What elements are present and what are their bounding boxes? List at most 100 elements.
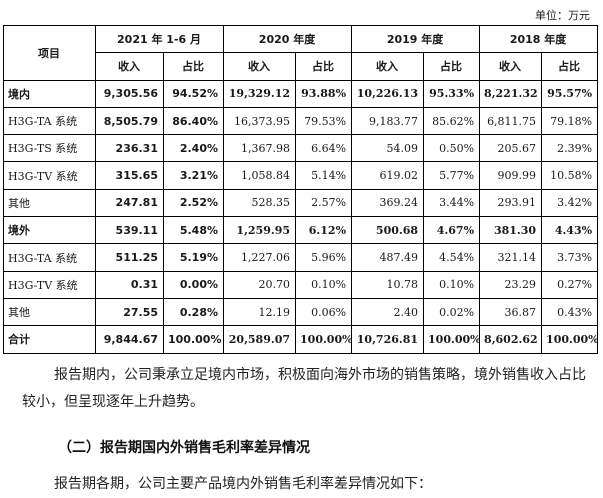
table-row: H3G-TS 系统 236.31 2.40% 1,367.98 6.64% 54.09 0.… bbox=[3, 134, 599, 163]
share-cell: 2.52% bbox=[162, 188, 225, 218]
sales-table: 项目 2021 年 1-6 月 2020 年度 2019 年度 2018 年度 … bbox=[3, 24, 599, 354]
header-row-periods: 项目 2021 年 1-6 月 2020 年度 2019 年度 2018 年度 bbox=[3, 24, 599, 81]
revenue-cell: 10.78 bbox=[351, 270, 425, 299]
revenue-cell: 500.68 bbox=[351, 216, 425, 245]
metric-header: 占比 bbox=[541, 52, 599, 81]
table-row: 其他 247.81 2.52% 528.35 2.57% 369.24 3.44% 293.9… bbox=[3, 188, 599, 218]
revenue-cell: 2.40 bbox=[351, 297, 425, 327]
revenue-cell: 9,844.67 bbox=[95, 325, 164, 354]
revenue-cell: 36.87 bbox=[479, 297, 543, 327]
share-cell: 4.43% bbox=[541, 216, 599, 245]
table-row: H3G-TA 系统 8,505.79 86.40% 16,373.95 79.53% 9,… bbox=[3, 106, 599, 136]
row-label: H3G-TA 系统 bbox=[3, 106, 96, 136]
revenue-cell: 6,811.75 bbox=[479, 106, 543, 136]
revenue-cell: 619.02 bbox=[351, 161, 425, 190]
share-cell: 5.96% bbox=[295, 243, 353, 272]
revenue-cell: 205.67 bbox=[479, 134, 543, 163]
metric-header: 收入 bbox=[351, 52, 425, 81]
revenue-cell: 54.09 bbox=[351, 134, 425, 163]
row-label: H3G-TS 系统 bbox=[3, 134, 96, 163]
share-cell: 2.39% bbox=[541, 134, 599, 163]
revenue-cell: 487.49 bbox=[351, 243, 425, 272]
revenue-cell: 10,726.81 bbox=[351, 325, 425, 354]
share-cell: 100.00% bbox=[423, 325, 481, 354]
revenue-cell: 247.81 bbox=[95, 188, 164, 218]
share-cell: 95.57% bbox=[541, 79, 599, 108]
metric-header: 占比 bbox=[162, 52, 225, 81]
share-cell: 5.19% bbox=[162, 243, 225, 272]
share-cell: 0.00% bbox=[162, 270, 225, 299]
share-cell: 0.50% bbox=[423, 134, 481, 163]
row-label: 境内 bbox=[3, 79, 96, 108]
table-row: H3G-TV 系统 315.65 3.21% 1,058.84 5.14% 619.02 5… bbox=[3, 161, 599, 190]
share-cell: 0.10% bbox=[295, 270, 353, 299]
revenue-cell: 539.11 bbox=[95, 216, 164, 245]
period-header: 2018 年度 bbox=[479, 24, 599, 54]
table-row: 其他 27.55 0.28% 12.19 0.06% 2.40 0.02% 36.87 0.43… bbox=[3, 297, 599, 327]
revenue-cell: 19,329.12 bbox=[223, 79, 297, 108]
row-label: 境外 bbox=[3, 216, 96, 245]
revenue-cell: 315.65 bbox=[95, 161, 164, 190]
share-cell: 85.62% bbox=[423, 106, 481, 136]
row-label: H3G-TV 系统 bbox=[3, 270, 96, 299]
revenue-cell: 1,227.06 bbox=[223, 243, 297, 272]
share-cell: 5.48% bbox=[162, 216, 225, 245]
unit-label: 单位：万元 bbox=[535, 9, 590, 22]
share-cell: 6.64% bbox=[295, 134, 353, 163]
share-cell: 0.28% bbox=[162, 297, 225, 327]
share-cell: 3.42% bbox=[541, 188, 599, 218]
share-cell: 3.73% bbox=[541, 243, 599, 272]
revenue-cell: 511.25 bbox=[95, 243, 164, 272]
share-cell: 10.58% bbox=[541, 161, 599, 190]
share-cell: 4.67% bbox=[423, 216, 481, 245]
section-heading: （二）报告期国内外销售毛利率差异情况 bbox=[58, 440, 310, 456]
share-cell: 0.43% bbox=[541, 297, 599, 327]
share-cell: 0.06% bbox=[295, 297, 353, 327]
table-row: H3G-TV 系统 0.31 0.00% 20.70 0.10% 10.78 0.10% 23… bbox=[3, 270, 599, 299]
row-label: 其他 bbox=[3, 188, 96, 218]
period-header: 2021 年 1-6 月 bbox=[94, 24, 225, 54]
revenue-cell: 321.14 bbox=[479, 243, 543, 272]
revenue-cell: 9,305.56 bbox=[95, 79, 164, 108]
revenue-cell: 369.24 bbox=[351, 188, 425, 218]
row-label: 其他 bbox=[3, 297, 96, 327]
share-cell: 0.27% bbox=[541, 270, 599, 299]
revenue-cell: 236.31 bbox=[95, 134, 164, 163]
share-cell: 0.02% bbox=[423, 297, 481, 327]
share-cell: 2.57% bbox=[295, 188, 353, 218]
revenue-cell: 20,589.07 bbox=[223, 325, 297, 354]
revenue-cell: 528.35 bbox=[223, 188, 297, 218]
row-label: 合计 bbox=[3, 325, 96, 354]
metric-header: 收入 bbox=[95, 52, 164, 81]
revenue-cell: 0.31 bbox=[95, 270, 164, 299]
share-cell: 79.53% bbox=[295, 106, 353, 136]
revenue-cell: 8,221.32 bbox=[479, 79, 543, 108]
share-cell: 100.00% bbox=[162, 325, 225, 354]
table-body: 项目 2021 年 1-6 月 2020 年度 2019 年度 2018 年度 … bbox=[3, 24, 599, 354]
paragraph-overseas-strategy: 报告期内，公司秉承立足境内市场，积极面向海外市场的销售策略，境外销售收入占比较小… bbox=[22, 367, 586, 410]
revenue-cell: 12.19 bbox=[223, 297, 297, 327]
revenue-cell: 27.55 bbox=[95, 297, 164, 327]
table-row: 境内 9,305.56 94.52% 19,329.12 93.88% 10,226.13… bbox=[3, 79, 599, 108]
revenue-cell: 8,602.62 bbox=[479, 325, 543, 354]
revenue-cell: 909.99 bbox=[479, 161, 543, 190]
share-cell: 86.40% bbox=[162, 106, 225, 136]
revenue-cell: 20.70 bbox=[223, 270, 297, 299]
share-cell: 93.88% bbox=[295, 79, 353, 108]
share-cell: 3.44% bbox=[423, 188, 481, 218]
row-label: H3G-TA 系统 bbox=[3, 243, 96, 272]
revenue-cell: 293.91 bbox=[479, 188, 543, 218]
metric-header: 收入 bbox=[479, 52, 543, 81]
revenue-cell: 1,058.84 bbox=[223, 161, 297, 190]
share-cell: 0.10% bbox=[423, 270, 481, 299]
corner-header: 项目 bbox=[3, 25, 96, 81]
share-cell: 2.40% bbox=[162, 134, 225, 163]
revenue-cell: 381.30 bbox=[479, 216, 543, 245]
revenue-cell: 16,373.95 bbox=[223, 106, 297, 136]
share-cell: 3.21% bbox=[162, 161, 225, 190]
revenue-cell: 1,259.95 bbox=[223, 216, 297, 245]
share-cell: 6.12% bbox=[295, 216, 353, 245]
share-cell: 95.33% bbox=[423, 79, 481, 108]
revenue-cell: 23.29 bbox=[479, 270, 543, 299]
paragraph-margin-intro: 报告期各期，公司主要产品境内外销售毛利率差异情况如下： bbox=[54, 476, 432, 492]
